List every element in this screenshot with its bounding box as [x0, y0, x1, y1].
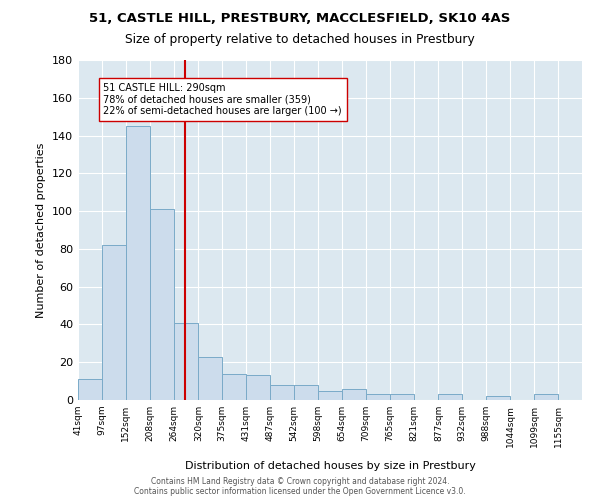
Bar	[150, 209, 174, 400]
Bar	[126, 126, 150, 400]
Text: Contains HM Land Registry data © Crown copyright and database right 2024.
Contai: Contains HM Land Registry data © Crown c…	[134, 476, 466, 496]
Bar	[294, 385, 318, 400]
Bar	[270, 385, 294, 400]
Bar	[246, 376, 270, 400]
Y-axis label: Number of detached properties: Number of detached properties	[37, 142, 46, 318]
Bar	[534, 394, 558, 400]
Bar	[486, 396, 511, 400]
Bar	[174, 322, 198, 400]
Bar	[318, 390, 342, 400]
Bar	[198, 356, 222, 400]
Bar	[342, 388, 366, 400]
Bar	[102, 245, 126, 400]
X-axis label: Distribution of detached houses by size in Prestbury: Distribution of detached houses by size …	[185, 461, 475, 471]
Text: Size of property relative to detached houses in Prestbury: Size of property relative to detached ho…	[125, 32, 475, 46]
Text: 51, CASTLE HILL, PRESTBURY, MACCLESFIELD, SK10 4AS: 51, CASTLE HILL, PRESTBURY, MACCLESFIELD…	[89, 12, 511, 26]
Text: 51 CASTLE HILL: 290sqm
78% of detached houses are smaller (359)
22% of semi-deta: 51 CASTLE HILL: 290sqm 78% of detached h…	[103, 82, 342, 116]
Bar	[222, 374, 246, 400]
Bar	[439, 394, 462, 400]
Bar	[366, 394, 390, 400]
Bar	[78, 379, 102, 400]
Bar	[390, 394, 414, 400]
